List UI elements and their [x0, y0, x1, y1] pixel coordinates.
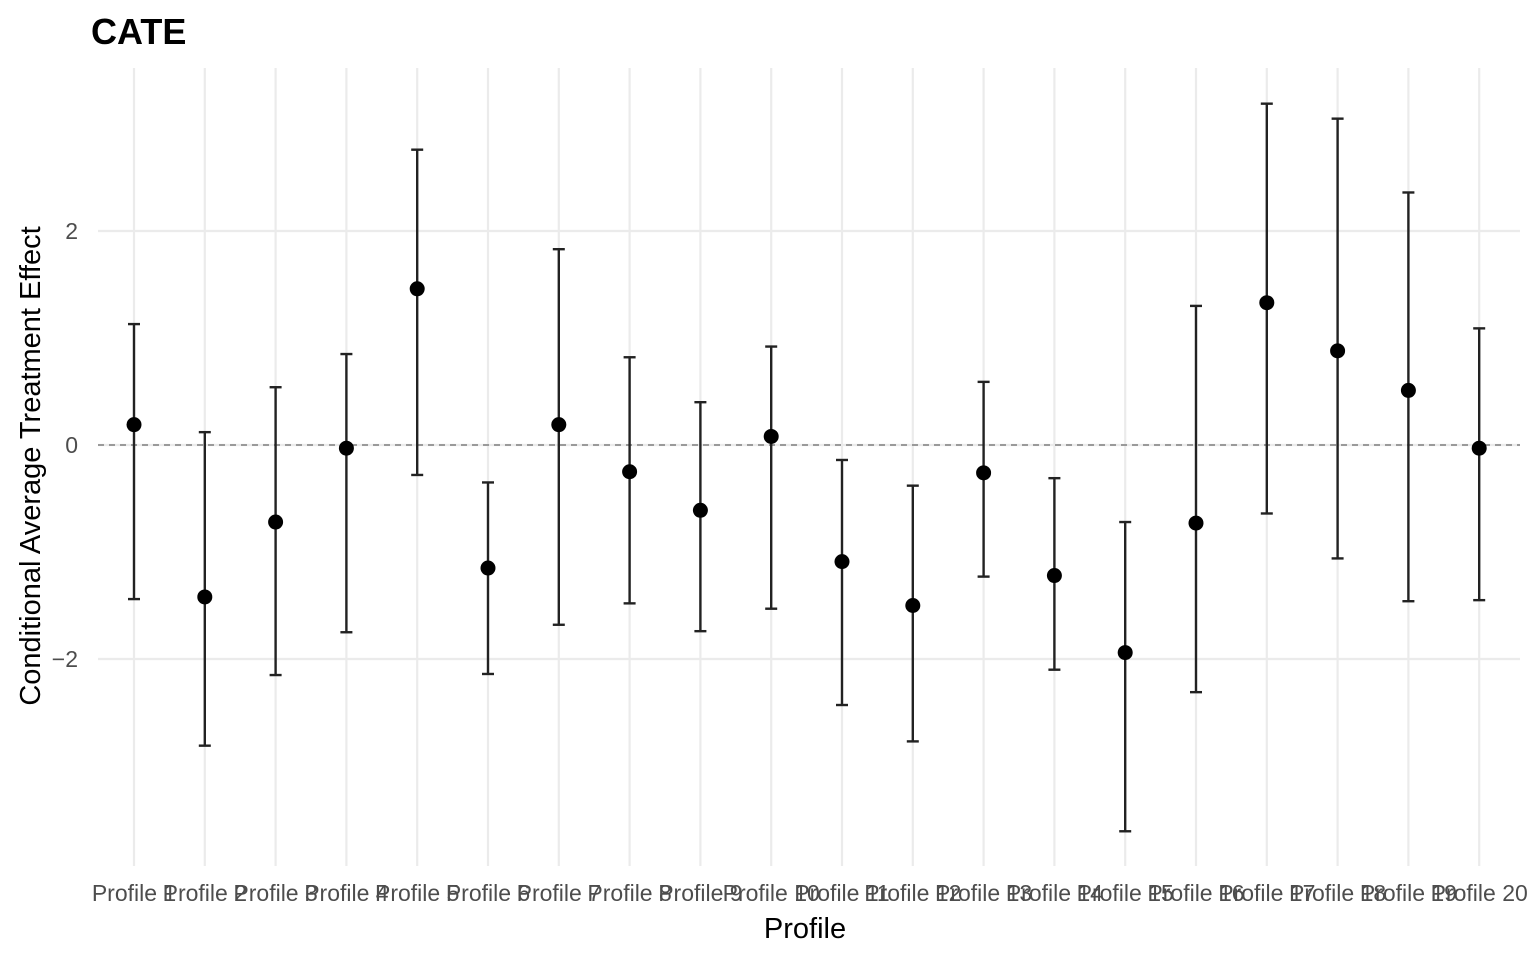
error-bar-11 [836, 458, 848, 707]
error-bar-1 [128, 322, 140, 601]
x-tick-label-14: Profile 14 [1006, 880, 1103, 906]
y-tick-label-2: 2 [65, 218, 78, 244]
point-18 [1330, 343, 1346, 359]
x-tick-label-9: Profile 9 [658, 880, 742, 906]
y-tick-labels: −2 0 2 [52, 218, 78, 672]
point-2 [197, 589, 213, 605]
x-tick-label-13: Profile 13 [935, 880, 1032, 906]
x-tick-label-17: Profile 17 [1218, 880, 1315, 906]
error-bar-18 [1331, 117, 1344, 560]
x-tick-label-8: Profile 8 [587, 880, 671, 906]
x-tick-label-5: Profile 5 [375, 880, 459, 906]
point-9 [692, 502, 708, 518]
x-tick-label-12: Profile 12 [864, 880, 961, 906]
point-11 [834, 554, 850, 570]
point-5 [409, 281, 425, 297]
error-bar-5 [411, 148, 424, 477]
error-bar-7 [552, 247, 565, 626]
x-tick-label-15: Profile 15 [1077, 880, 1174, 906]
point-15 [1117, 645, 1133, 661]
point-3 [268, 514, 284, 530]
point-12 [905, 598, 921, 613]
point-4 [338, 440, 354, 456]
point-10 [763, 428, 779, 444]
error-bar-4 [340, 352, 353, 634]
x-tick-label-18: Profile 18 [1289, 880, 1386, 906]
point-20 [1471, 440, 1487, 456]
x-tick-label-6: Profile 6 [446, 880, 530, 906]
point-8 [622, 464, 638, 480]
x-tick-label-20: Profile 20 [1431, 880, 1528, 906]
error-bar-6 [482, 481, 494, 676]
error-bar-15 [1119, 520, 1132, 833]
point-13 [976, 465, 992, 481]
point-17 [1259, 295, 1275, 311]
x-tick-label-19: Profile 19 [1360, 880, 1457, 906]
point-19 [1400, 382, 1416, 398]
point-14 [1046, 568, 1062, 584]
error-bar-12 [906, 484, 919, 743]
y-axis-title: Conditional Average Treatment Effect [15, 226, 47, 705]
error-bar-10 [765, 345, 778, 610]
x-tick-label-11: Profile 11 [794, 880, 889, 906]
error-bars [128, 102, 1486, 833]
x-tick-label-2: Profile 2 [163, 880, 247, 906]
x-tick-label-1: Profile 1 [92, 880, 176, 906]
point-16 [1188, 515, 1204, 531]
chart-title: CATE [91, 11, 186, 52]
error-bar-3 [269, 386, 282, 677]
error-bar-20 [1473, 327, 1486, 602]
x-tick-label-16: Profile 16 [1147, 880, 1244, 906]
point-1 [126, 417, 142, 433]
point-7 [551, 417, 567, 433]
y-tick-label-1: 0 [65, 432, 78, 458]
error-bar-8 [623, 356, 636, 605]
points [126, 281, 1487, 661]
x-tick-label-7: Profile 7 [517, 880, 601, 906]
x-tick-label-3: Profile 3 [233, 880, 317, 906]
x-axis-title: Profile [764, 913, 846, 945]
point-6 [480, 560, 496, 576]
x-tick-label-4: Profile 4 [304, 880, 389, 906]
x-tick-label-10: Profile 10 [723, 880, 820, 906]
y-tick-label-0: −2 [52, 646, 78, 672]
error-bar-2 [198, 430, 211, 747]
error-bar-16 [1190, 304, 1202, 694]
grid-lines [98, 68, 1520, 866]
